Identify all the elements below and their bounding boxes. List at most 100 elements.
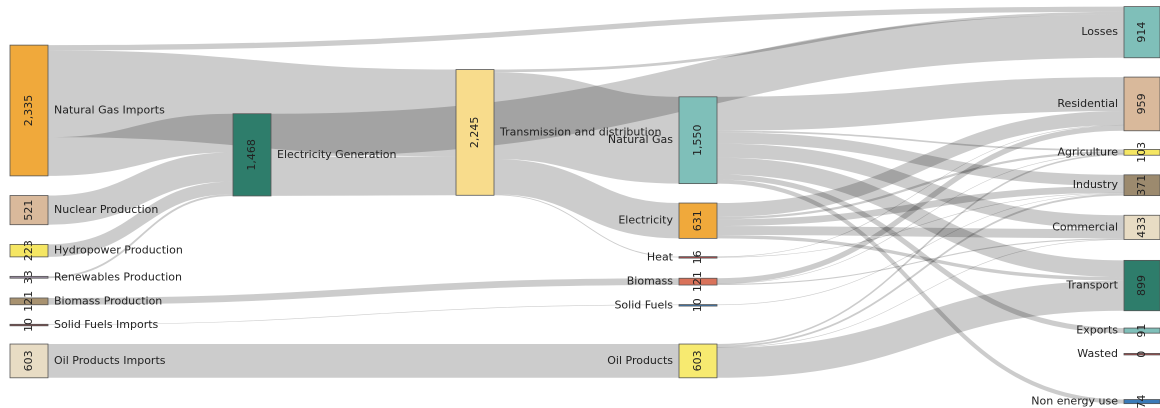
link [716,157,1125,278]
node [1123,214,1160,240]
node-value: 16 [691,250,704,264]
link [47,6,1125,51]
node-label: Biomass Production [54,294,162,307]
node-label: Solid Fuels Imports [54,318,159,331]
link [716,132,1125,187]
node-label: Hydropower Production [54,244,183,257]
node [9,195,49,226]
node [678,96,718,185]
link [716,226,1125,239]
node-value: 433 [1135,217,1148,238]
node-value: 121 [691,271,704,292]
node-value: 10 [22,318,35,332]
link [493,194,680,258]
link [47,278,680,305]
node-value: 603 [22,350,35,371]
node-value: 914 [1135,22,1148,43]
node-label: Transport [1065,279,1118,292]
node-label: Transmission and distribution [499,125,661,138]
node [9,343,49,379]
node [678,256,718,259]
link [716,77,1125,131]
node [1123,327,1160,334]
node-value: 223 [22,240,35,261]
node-value: 603 [691,350,704,371]
link [47,152,234,225]
link [493,72,680,184]
node-label: Wasted [1077,347,1118,360]
node-value: 74 [1135,395,1148,408]
link [716,153,1125,346]
node [9,323,49,327]
node-label: Electricity [618,214,673,227]
link [716,238,1125,286]
node-label: Renewables Production [54,270,182,283]
node [1123,76,1160,132]
node-value: 10 [691,298,704,312]
node [455,69,495,196]
node-label: Solid Fuels [614,298,673,311]
link [716,179,1125,404]
node-label: Oil Products [607,354,673,367]
link [716,239,1125,348]
node-value: 1,468 [245,139,258,171]
link [716,186,1125,226]
link [493,159,680,239]
link [47,181,234,257]
node-label: Non energy use [1031,395,1118,408]
link [270,156,457,196]
link [493,11,1125,73]
node [1123,353,1160,356]
node-label: Residential [1057,97,1118,110]
link [716,130,1125,152]
node-value: 959 [1135,93,1148,114]
node [9,44,49,177]
link [716,110,1125,218]
link [270,14,1125,157]
node [9,297,49,306]
node-label: Natural Gas [608,133,673,146]
node-value: 33 [22,270,35,284]
node-value: 0 [1135,351,1148,358]
link [716,143,1125,230]
node [1123,149,1160,156]
link [716,234,1125,281]
node-label: Nuclear Production [54,203,158,216]
node [678,277,718,286]
node-value: 371 [1135,175,1148,196]
node-label: Natural Gas Imports [54,104,165,117]
node [9,275,49,279]
node-value: 103 [1135,142,1148,163]
node-value: 521 [22,200,35,221]
link [47,113,234,176]
node-value: 121 [22,291,35,312]
node-label: Biomass [627,275,674,288]
link [716,124,1125,258]
node-label: Oil Products Imports [54,354,166,367]
node-value: 899 [1135,275,1148,296]
link [47,50,457,157]
node-label: Heat [647,250,674,263]
node-label: Industry [1073,178,1119,191]
link [716,192,1125,258]
node-label: Losses [1081,25,1118,38]
link [716,193,1125,306]
link [716,151,1125,220]
node [1123,6,1160,59]
node [678,343,718,379]
node-label: Agriculture [1058,145,1119,158]
node [1123,259,1160,312]
link [716,174,1125,334]
node-label: Electricity Generation [277,148,397,161]
node [678,202,718,239]
node-value: 631 [691,210,704,231]
link [716,153,1125,285]
link [716,280,1125,378]
link [716,125,1125,284]
node-value: 2,245 [468,117,481,149]
node [1123,174,1160,197]
node [9,243,49,258]
node [678,304,718,307]
links [47,6,1125,404]
